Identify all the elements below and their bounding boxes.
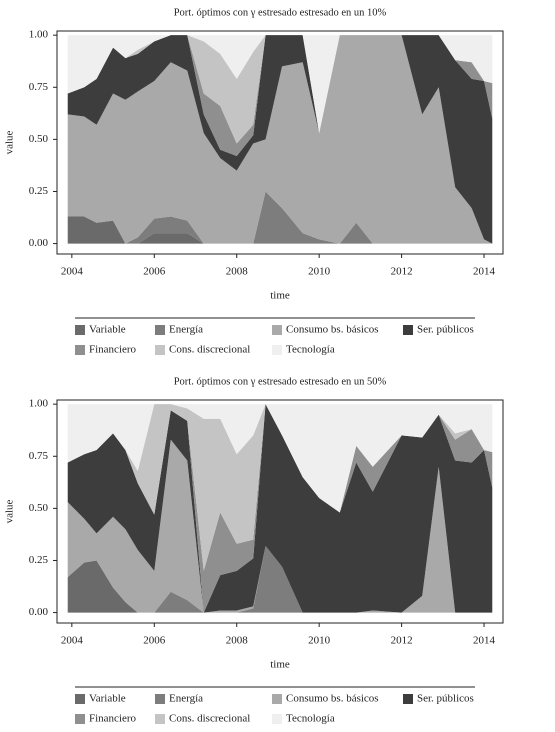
y-tick-label: 0.50: [29, 133, 49, 145]
x-tick-label: 2008: [226, 266, 249, 278]
plot-frame: [56, 399, 504, 624]
chart: Port. óptimos con γ estresado estresado …: [4, 376, 504, 725]
legend-swatch: [75, 714, 85, 724]
legend-swatch: [75, 325, 85, 335]
y-tick-label: 0.00: [29, 237, 49, 249]
plot-frame: [56, 30, 504, 255]
area: [67, 216, 493, 244]
legend-swatch: [155, 714, 165, 724]
x-tick-label: 2010: [308, 635, 331, 647]
y-tick-label: 0.25: [29, 554, 49, 566]
area: [67, 35, 493, 134]
chart-title: Port. óptimos con γ estresado estresado …: [174, 376, 387, 387]
legend-label: Tecnología: [286, 344, 335, 356]
legend-swatch: [272, 325, 282, 335]
x-tick-label: 2006: [143, 266, 166, 278]
y-tick-label: 0.50: [29, 502, 49, 514]
x-tick-label: 2006: [143, 635, 166, 647]
x-axis-label: time: [270, 659, 290, 671]
legend-swatch: [155, 325, 165, 335]
legend-label: Consumo bs. básicos: [286, 693, 379, 705]
legend-swatch: [75, 694, 85, 704]
legend-label: Cons. discrecional: [169, 344, 250, 356]
legend-swatch: [272, 714, 282, 724]
y-axis-label: value: [4, 130, 16, 154]
legend-label: Cons. discrecional: [169, 713, 250, 725]
area: [67, 35, 493, 244]
y-tick-label: 1.00: [29, 29, 49, 41]
area: [67, 35, 493, 244]
chart-title: Port. óptimos con γ estresado estresado …: [174, 7, 387, 18]
legend-label: Consumo bs. básicos: [286, 324, 379, 336]
x-tick-label: 2012: [391, 266, 413, 278]
x-tick-label: 2008: [226, 635, 249, 647]
area: [67, 560, 493, 613]
x-axis-label: time: [270, 290, 290, 302]
legend-label: Variable: [89, 693, 126, 705]
legend-swatch: [403, 694, 413, 704]
x-tick-label: 2014: [473, 635, 496, 647]
x-tick-label: 2014: [473, 266, 496, 278]
legend-swatch: [155, 694, 165, 704]
area: [67, 404, 493, 513]
legend-swatch: [272, 345, 282, 355]
legend-label: Tecnología: [286, 713, 335, 725]
y-tick-label: 0.00: [29, 606, 49, 618]
y-tick-label: 0.75: [29, 450, 49, 462]
legend-label: Financiero: [89, 344, 137, 356]
chart: Port. óptimos con γ estresado estresado …: [4, 7, 504, 356]
x-tick-label: 2012: [391, 635, 413, 647]
area: [67, 191, 493, 244]
x-tick-label: 2004: [61, 635, 84, 647]
legend-label: Ser. públicos: [417, 693, 474, 705]
legend-swatch: [272, 694, 282, 704]
x-tick-label: 2004: [61, 266, 84, 278]
area: [67, 545, 493, 613]
legend-swatch: [75, 345, 85, 355]
legend-label: Ser. públicos: [417, 324, 474, 336]
legend-swatch: [155, 345, 165, 355]
legend-label: Energía: [169, 693, 203, 705]
area: [67, 404, 493, 613]
area: [67, 439, 493, 613]
area: [67, 404, 493, 613]
legend-label: Financiero: [89, 713, 137, 725]
legend-swatch: [403, 325, 413, 335]
y-tick-label: 0.75: [29, 81, 49, 93]
legend-label: Energía: [169, 324, 203, 336]
y-tick-label: 0.25: [29, 185, 49, 197]
area: [67, 404, 493, 571]
y-tick-label: 1.00: [29, 398, 49, 410]
y-axis-label: value: [4, 499, 16, 523]
legend-label: Variable: [89, 324, 126, 336]
x-tick-label: 2010: [308, 266, 331, 278]
